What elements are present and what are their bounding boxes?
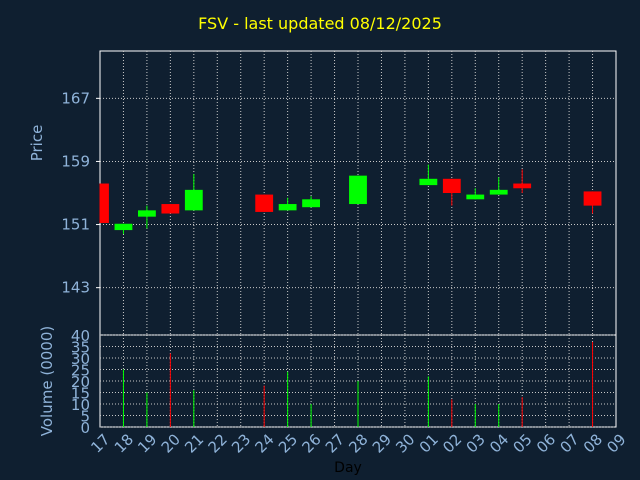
volume-tick-label: 20 bbox=[71, 373, 90, 391]
candle-body bbox=[184, 189, 203, 211]
x-tick-label: 23 bbox=[228, 430, 254, 456]
volume-tick-label: 35 bbox=[71, 339, 90, 357]
x-tick-label: 02 bbox=[439, 430, 465, 456]
candle-body bbox=[419, 178, 438, 186]
candle-body bbox=[100, 183, 109, 223]
x-tick-label: 30 bbox=[392, 430, 418, 456]
candle-body bbox=[513, 183, 532, 189]
x-tick-label: 26 bbox=[298, 430, 324, 456]
x-tick-label: 20 bbox=[158, 430, 184, 456]
x-tick-label: 04 bbox=[486, 430, 512, 456]
candle-body bbox=[278, 204, 297, 211]
price-tick-label: 159 bbox=[61, 152, 90, 170]
x-tick-label: 24 bbox=[252, 430, 278, 456]
x-tick-label: 18 bbox=[111, 430, 137, 456]
x-tick-label: 06 bbox=[533, 430, 559, 456]
x-tick-label: 17 bbox=[87, 430, 113, 456]
volume-tick-label: 15 bbox=[71, 385, 90, 403]
x-tick-label: 27 bbox=[322, 430, 348, 456]
x-tick-label: 19 bbox=[134, 430, 160, 456]
x-tick-label: 25 bbox=[275, 430, 301, 456]
volume-tick-label: 25 bbox=[71, 362, 90, 380]
x-tick-label: 03 bbox=[463, 430, 489, 456]
price-tick-label: 143 bbox=[61, 279, 90, 297]
candle-body bbox=[255, 194, 274, 212]
chart-title: FSV - last updated 08/12/2025 bbox=[198, 14, 442, 33]
volume-tick-label: 0 bbox=[80, 419, 90, 437]
candle-body bbox=[302, 199, 321, 208]
x-tick-label: 29 bbox=[369, 430, 395, 456]
volume-tick-label: 40 bbox=[71, 327, 90, 345]
x-tick-label: 28 bbox=[345, 430, 371, 456]
candle-body bbox=[114, 223, 133, 231]
x-tick-label: 01 bbox=[416, 430, 442, 456]
x-tick-label: 21 bbox=[181, 430, 207, 456]
candle-body bbox=[466, 194, 485, 200]
volume-axis-label: Volume (0000) bbox=[38, 326, 56, 436]
price-tick-label: 151 bbox=[61, 216, 90, 234]
price-axis-label: Price bbox=[28, 125, 46, 162]
volume-tick-label: 30 bbox=[71, 350, 90, 368]
candle-body bbox=[442, 178, 461, 193]
x-tick-label: 09 bbox=[603, 430, 629, 456]
x-tick-label: 05 bbox=[510, 430, 536, 456]
candle-body bbox=[583, 191, 602, 206]
candle-body bbox=[161, 204, 180, 214]
volume-tick-label: 5 bbox=[80, 408, 90, 426]
x-axis-label: Day bbox=[334, 460, 362, 476]
candle-body bbox=[137, 210, 156, 217]
x-tick-label: 22 bbox=[205, 430, 231, 456]
price-tick-label: 167 bbox=[61, 89, 90, 107]
candle-body bbox=[349, 175, 367, 205]
x-tick-label: 07 bbox=[556, 430, 582, 456]
candle-body bbox=[489, 189, 508, 195]
x-tick-label: 08 bbox=[580, 430, 606, 456]
volume-tick-label: 10 bbox=[71, 396, 90, 414]
